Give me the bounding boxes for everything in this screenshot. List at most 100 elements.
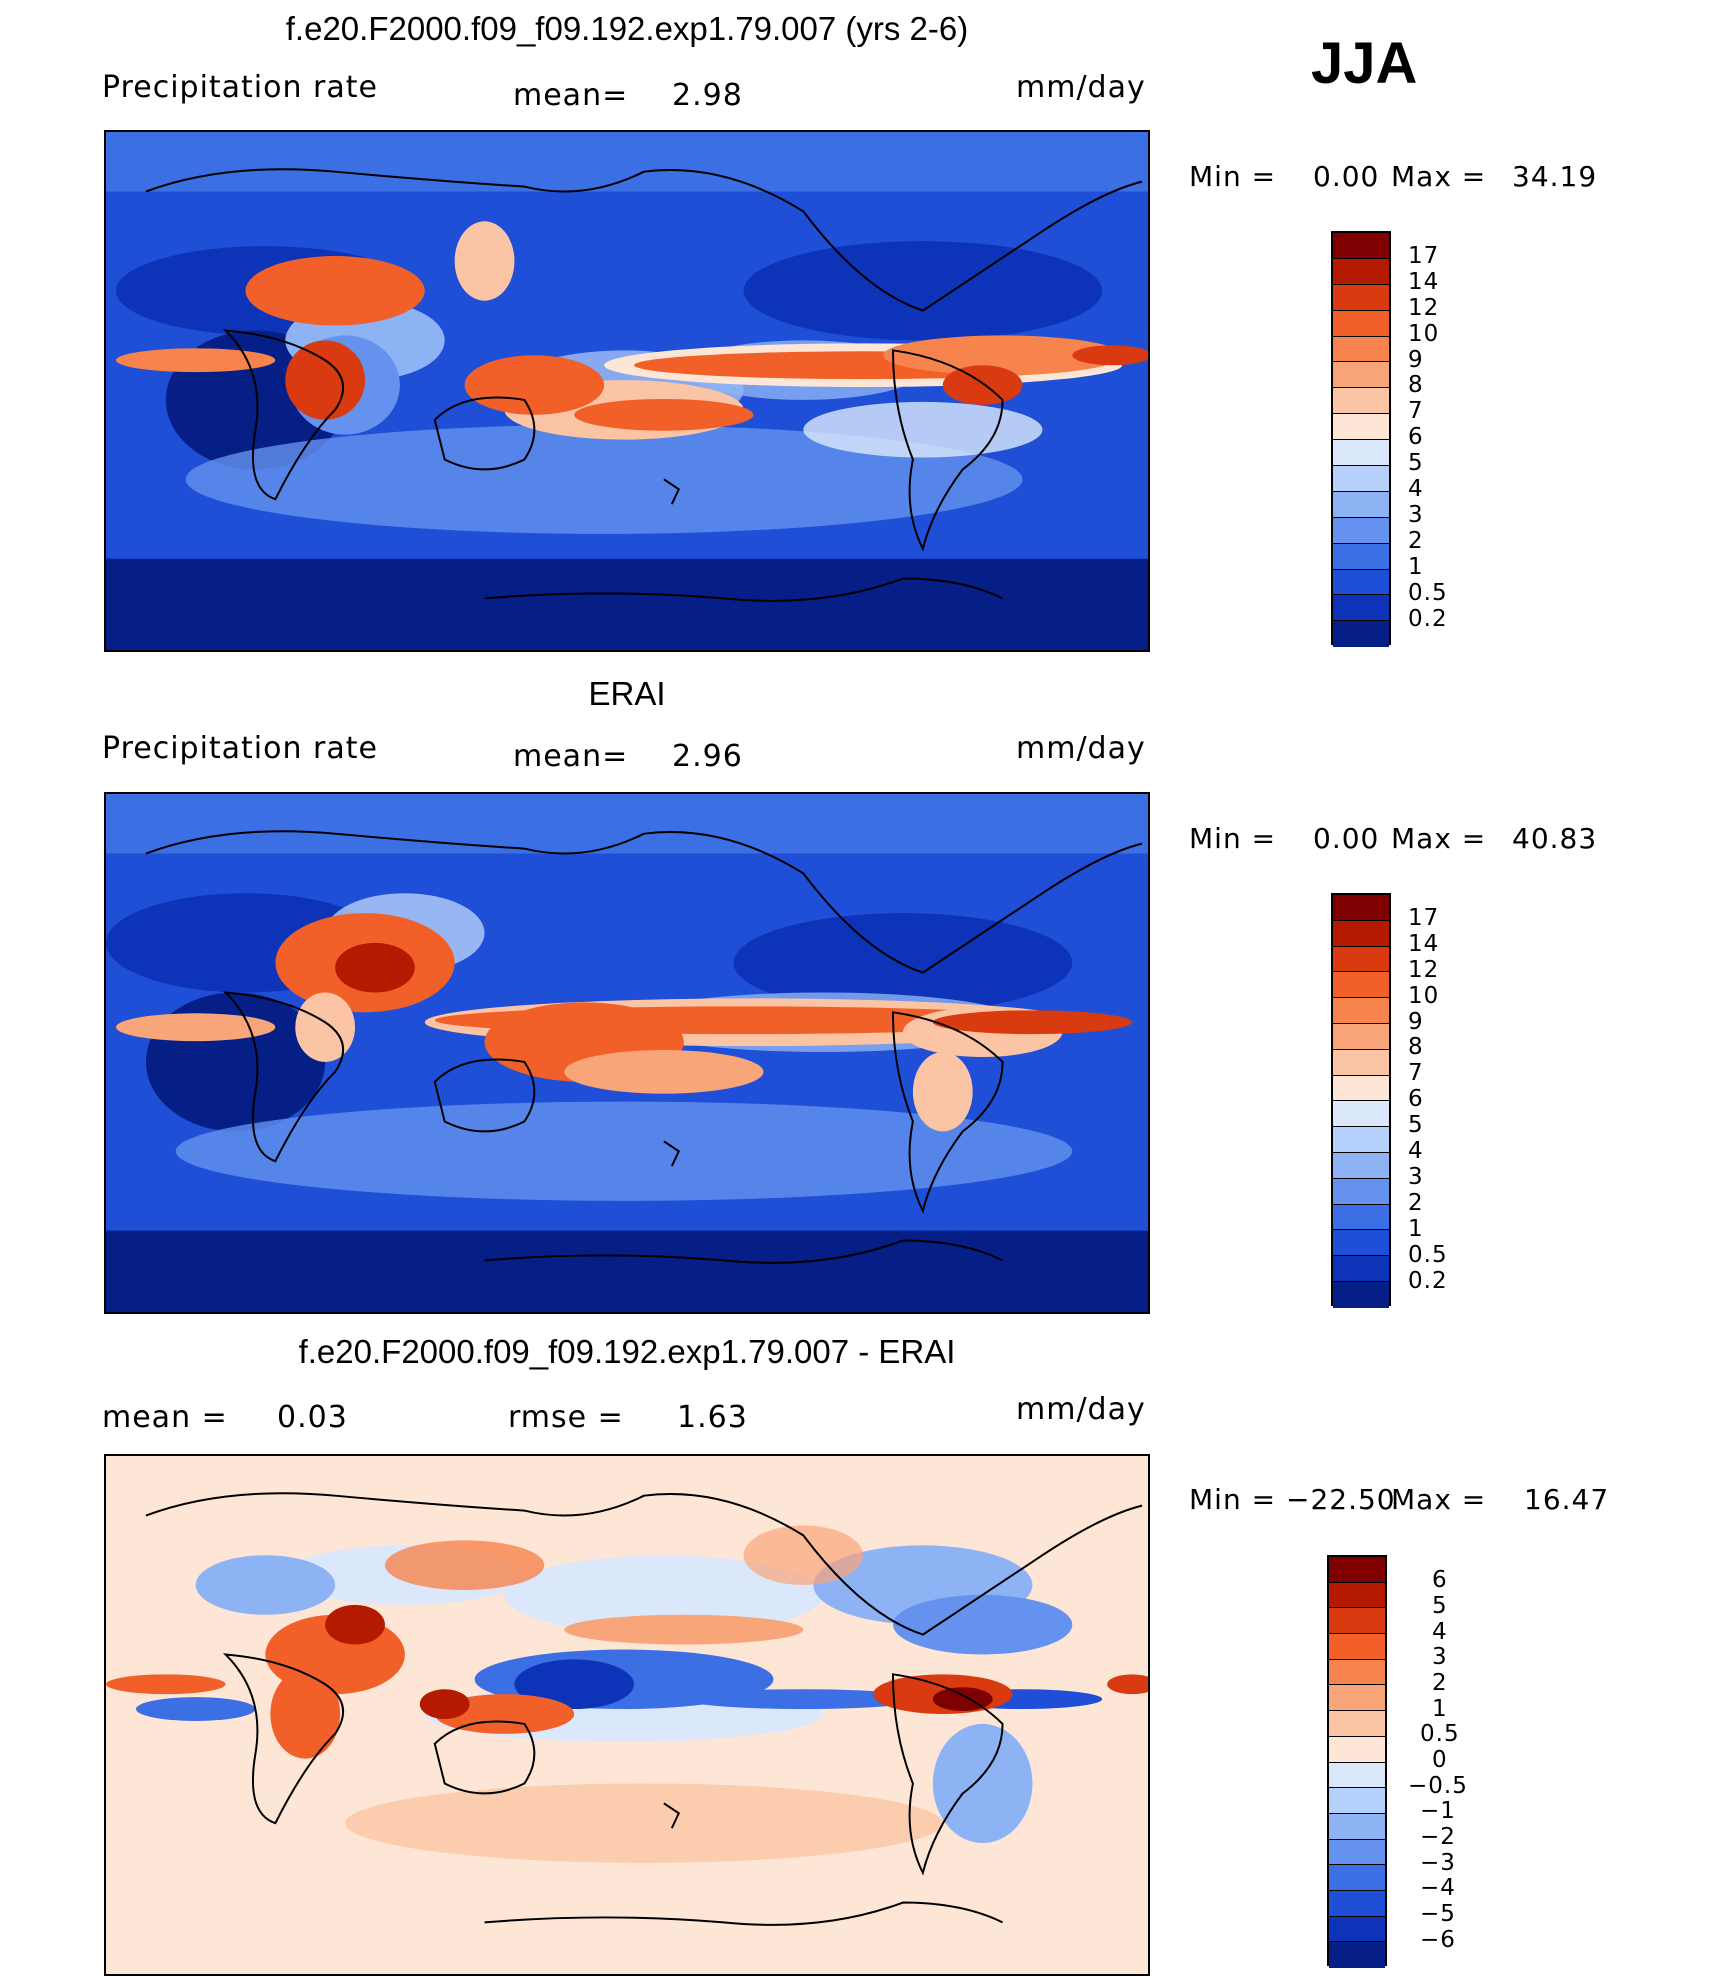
panel-1-field: Precipitation rate: [102, 70, 378, 105]
colorbar-tick-label: 9: [1408, 1009, 1424, 1035]
colorbar-tick-label: 0.5: [1408, 1242, 1448, 1268]
colorbar-cell: [1333, 1075, 1389, 1102]
colorbar-tick-label: −3: [1420, 1850, 1456, 1876]
colorbar-tick-label: 17: [1408, 243, 1440, 269]
colorbar-cell: [1329, 1813, 1385, 1840]
panel-1-min-label: Min =: [1189, 160, 1277, 193]
colorbar-cell: [1333, 336, 1389, 363]
colorbar-cell: [1333, 466, 1389, 492]
panel-1-mean-label: mean=: [513, 78, 629, 113]
colorbar-cell: [1333, 972, 1389, 999]
panel-1-units: mm/day: [1016, 70, 1146, 105]
colorbar-cell: [1333, 1204, 1389, 1231]
panel-3-min-value: −22.50: [1286, 1483, 1396, 1516]
season-label: JJA: [1311, 31, 1418, 96]
colorbar-cell: [1333, 946, 1389, 973]
colorbar-cell: [1333, 621, 1389, 648]
colorbar-tick-label: 5: [1408, 1112, 1424, 1138]
colorbar-tick-label: 14: [1408, 931, 1440, 957]
colorbar-cell: [1333, 920, 1389, 947]
colorbar-tick-label: 1: [1432, 1696, 1448, 1722]
colorbar-cell: [1329, 1736, 1385, 1763]
panel-2-title: ERAI: [588, 675, 666, 712]
colorbar-tick-label: 3: [1408, 502, 1424, 528]
colorbar-tick-label: 1: [1408, 1216, 1424, 1242]
colorbar-tick-label: −1: [1420, 1798, 1456, 1824]
colorbar-tick-label: 6: [1432, 1567, 1448, 1593]
panel-1-max-label: Max =: [1391, 160, 1487, 193]
colorbar-cell: [1329, 1582, 1385, 1609]
colorbar-tick-label: 8: [1408, 372, 1424, 398]
colorbar-cell: [1333, 1023, 1389, 1050]
colorbar-cell: [1333, 310, 1389, 337]
panel-1-mean-value: 2.98: [672, 78, 743, 113]
panel-2-max-value: 40.83: [1512, 822, 1598, 855]
colorbar-cell: [1329, 1685, 1385, 1712]
colorbar-cell: [1333, 440, 1389, 467]
panel-1-min-value: 0.00: [1313, 160, 1380, 193]
panel-3-units: mm/day: [1016, 1392, 1146, 1427]
colorbar-cell: [1333, 362, 1389, 389]
colorbar-tick-label: 4: [1432, 1619, 1448, 1645]
panel-3-rmse-label: rmse =: [508, 1400, 624, 1435]
colorbar-tick-label: 7: [1408, 1060, 1424, 1086]
colorbar-cell: [1329, 1916, 1385, 1943]
colorbar-tick-label: −2: [1420, 1824, 1456, 1850]
panel-2-mean-value: 2.96: [672, 739, 743, 774]
colorbar-tick-label: 0.2: [1408, 1268, 1448, 1294]
colorbar-tick-label: 6: [1408, 1086, 1424, 1112]
colorbar-tick-label: 6: [1408, 424, 1424, 450]
colorbar-tick-label: 14: [1408, 269, 1440, 295]
colorbar-tick-label: 3: [1408, 1164, 1424, 1190]
colorbar-cell: [1329, 1942, 1385, 1968]
panel-1-title: f.e20.F2000.f09_f09.192.exp1.79.007 (yrs…: [285, 10, 969, 47]
colorbar-cell: [1333, 1101, 1389, 1128]
colorbar-tick-label: 2: [1432, 1670, 1448, 1696]
colorbar-tick-label: 4: [1408, 476, 1424, 502]
colorbar-tick-label: 0.5: [1408, 580, 1448, 606]
colorbar-cell: [1333, 258, 1389, 285]
colorbar-tick-label: 12: [1408, 295, 1440, 321]
panel-2-min-value: 0.00: [1313, 822, 1380, 855]
colorbar-cell: [1333, 595, 1389, 622]
colorbar-tick-label: 0: [1432, 1747, 1448, 1773]
panel-3-map: [104, 1454, 1150, 1976]
colorbar-tick-label: 12: [1408, 957, 1440, 983]
colorbar-cell: [1333, 1049, 1389, 1076]
colorbar-cell: [1333, 1281, 1389, 1308]
colorbar-cell: [1333, 998, 1389, 1024]
colorbar-cell: [1333, 1152, 1389, 1179]
colorbar-cell: [1329, 1659, 1385, 1686]
colorbar-cell: [1333, 491, 1389, 518]
colorbar-tick-label: 10: [1408, 321, 1440, 347]
colorbar-tick-label: 2: [1408, 528, 1424, 554]
panel-1-max-value: 34.19: [1512, 160, 1598, 193]
colorbar-tick-label: 4: [1408, 1138, 1424, 1164]
colorbar-tick-label: 5: [1432, 1593, 1448, 1619]
panel-2-field: Precipitation rate: [102, 731, 378, 766]
colorbar-cell: [1333, 1178, 1389, 1205]
panel-3-title: f.e20.F2000.f09_f09.192.exp1.79.007 - ER…: [298, 1333, 956, 1370]
colorbar-cell: [1329, 1890, 1385, 1917]
colorbar-cell: [1333, 895, 1389, 921]
colorbar-tick-label: 10: [1408, 983, 1440, 1009]
colorbar-tick-label: 0.2: [1408, 606, 1448, 632]
colorbar-cell: [1333, 543, 1389, 570]
colorbar-cell: [1333, 1256, 1389, 1282]
panel-2-mean-label: mean=: [513, 739, 629, 774]
panel-2-units: mm/day: [1016, 731, 1146, 766]
colorbar-cell: [1333, 388, 1389, 415]
colorbar-cell: [1329, 1557, 1385, 1583]
colorbar-tick-label: −0.5: [1408, 1773, 1468, 1799]
colorbar-tick-label: 8: [1408, 1034, 1424, 1060]
colorbar-tick-label: −5: [1420, 1901, 1456, 1927]
colorbar-cell: [1333, 1127, 1389, 1153]
colorbar-cell: [1329, 1865, 1385, 1891]
colorbar-tick-label: 17: [1408, 905, 1440, 931]
colorbar-cell: [1333, 1230, 1389, 1257]
colorbar-cell: [1329, 1711, 1385, 1737]
colorbar-tick-label: 3: [1432, 1644, 1448, 1670]
colorbar-cell: [1329, 1762, 1385, 1789]
colorbar-tick-label: 1: [1408, 554, 1424, 580]
panel-3-mean-label: mean =: [102, 1400, 228, 1435]
